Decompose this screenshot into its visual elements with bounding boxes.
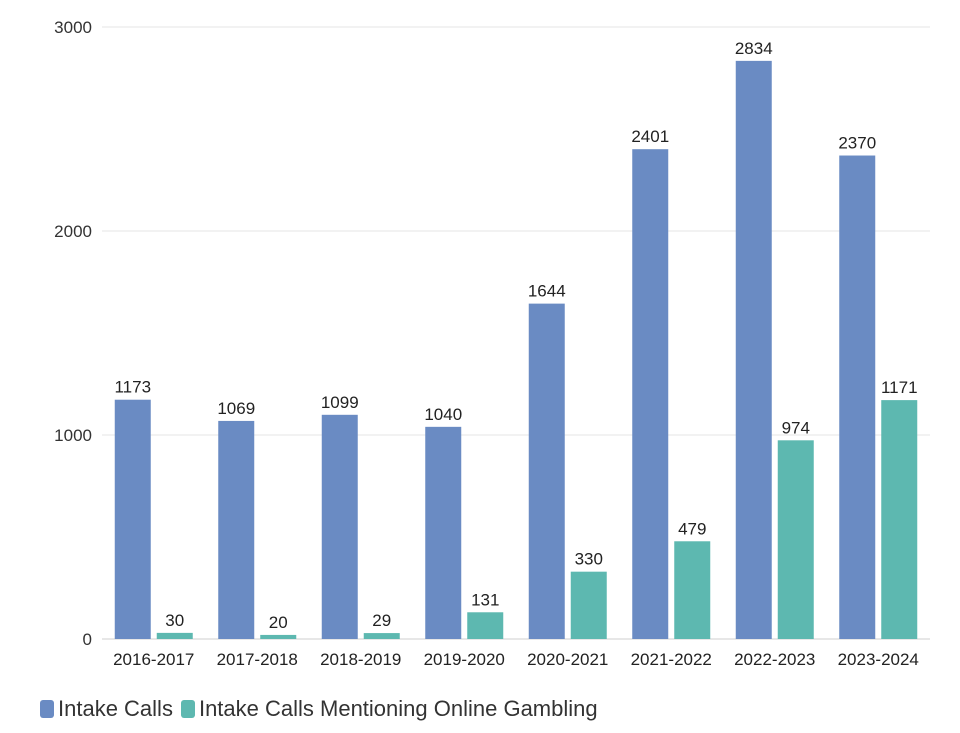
x-tick-label-2023-2024: 2023-2024	[838, 650, 919, 669]
x-tick-label-2020-2021: 2020-2021	[527, 650, 608, 669]
x-tick-label-2019-2020: 2019-2020	[424, 650, 505, 669]
legend-swatch-online-gambling	[180, 700, 195, 718]
x-tick-label-2022-2023: 2022-2023	[734, 650, 815, 669]
y-tick-label: 0	[83, 630, 92, 649]
bar-intake-calls-2023-2024[interactable]	[839, 155, 876, 639]
bars	[114, 60, 918, 640]
data-label-online-gambling-2022-2023: 974	[782, 418, 810, 437]
legend-item-intake-calls[interactable]: Intake Calls	[40, 696, 173, 722]
bar-online-gambling-2017-2018[interactable]	[260, 634, 297, 639]
y-tick-label: 1000	[54, 426, 92, 445]
bar-intake-calls-2018-2019[interactable]	[321, 414, 358, 639]
data-label-intake-calls-2018-2019: 1099	[321, 393, 359, 412]
data-label-intake-calls-2019-2020: 1040	[424, 405, 462, 424]
legend-swatch-intake-calls	[40, 700, 54, 718]
data-label-online-gambling-2019-2020: 131	[471, 590, 499, 609]
bar-online-gambling-2020-2021[interactable]	[570, 571, 607, 639]
data-label-intake-calls-2021-2022: 2401	[631, 127, 669, 146]
x-tick-label-2018-2019: 2018-2019	[320, 650, 401, 669]
x-tick-label-2021-2022: 2021-2022	[631, 650, 712, 669]
bar-intake-calls-2019-2020[interactable]	[425, 426, 462, 639]
data-label-intake-calls-2017-2018: 1069	[217, 399, 255, 418]
y-tick-label: 2000	[54, 222, 92, 241]
legend-label-intake-calls: Intake Calls	[58, 696, 173, 721]
bar-intake-calls-2016-2017[interactable]	[114, 399, 151, 639]
x-axis: 2016-2017 2017-2018 2018-2019 2019-2020 2020…	[113, 650, 919, 669]
bar-intake-calls-2017-2018[interactable]	[218, 420, 255, 639]
x-tick-label-2017-2018: 2017-2018	[217, 650, 298, 669]
legend-label-online-gambling: Intake Calls Mentioning Online Gambling	[198, 696, 598, 721]
x-tick-label-2016-2017: 2016-2017	[113, 650, 194, 669]
y-tick-label: 3000	[54, 18, 92, 37]
data-label-online-gambling-2016-2017: 30	[165, 611, 184, 630]
bar-online-gambling-2016-2017[interactable]	[156, 632, 193, 639]
bar-intake-calls-2020-2021[interactable]	[528, 303, 565, 639]
bar-online-gambling-2022-2023[interactable]	[777, 440, 814, 639]
data-label-online-gambling-2018-2019: 29	[372, 611, 391, 630]
bar-intake-calls-2021-2022[interactable]	[632, 149, 669, 640]
data-label-intake-calls-2016-2017: 1173	[114, 378, 151, 397]
data-label-online-gambling-2020-2021: 330	[575, 550, 603, 569]
data-label-online-gambling-2017-2018: 20	[269, 613, 288, 632]
data-labels: 1173 30 1069 20 1099 29 1040 131 1644 330 2401 479 2…	[114, 39, 917, 632]
legend-item-online-gambling[interactable]: Intake Calls Mentioning Online Gambling	[180, 696, 598, 722]
data-label-online-gambling-2023-2024: 1171	[881, 378, 918, 397]
data-label-intake-calls-2023-2024: 2370	[838, 134, 876, 153]
bar-online-gambling-2018-2019[interactable]	[363, 633, 400, 639]
bar-online-gambling-2023-2024[interactable]	[881, 400, 918, 639]
y-axis: 0 1000 2000 3000	[54, 18, 92, 649]
data-label-intake-calls-2020-2021: 1644	[528, 282, 566, 301]
bar-online-gambling-2019-2020[interactable]	[467, 612, 504, 639]
data-label-online-gambling-2021-2022: 479	[678, 519, 706, 538]
bar-intake-calls-2022-2023[interactable]	[735, 60, 772, 639]
legend: Intake Calls Intake Calls Mentioning Onl…	[40, 696, 606, 722]
bar-online-gambling-2021-2022[interactable]	[674, 541, 711, 639]
data-label-intake-calls-2022-2023: 2834	[735, 39, 773, 58]
